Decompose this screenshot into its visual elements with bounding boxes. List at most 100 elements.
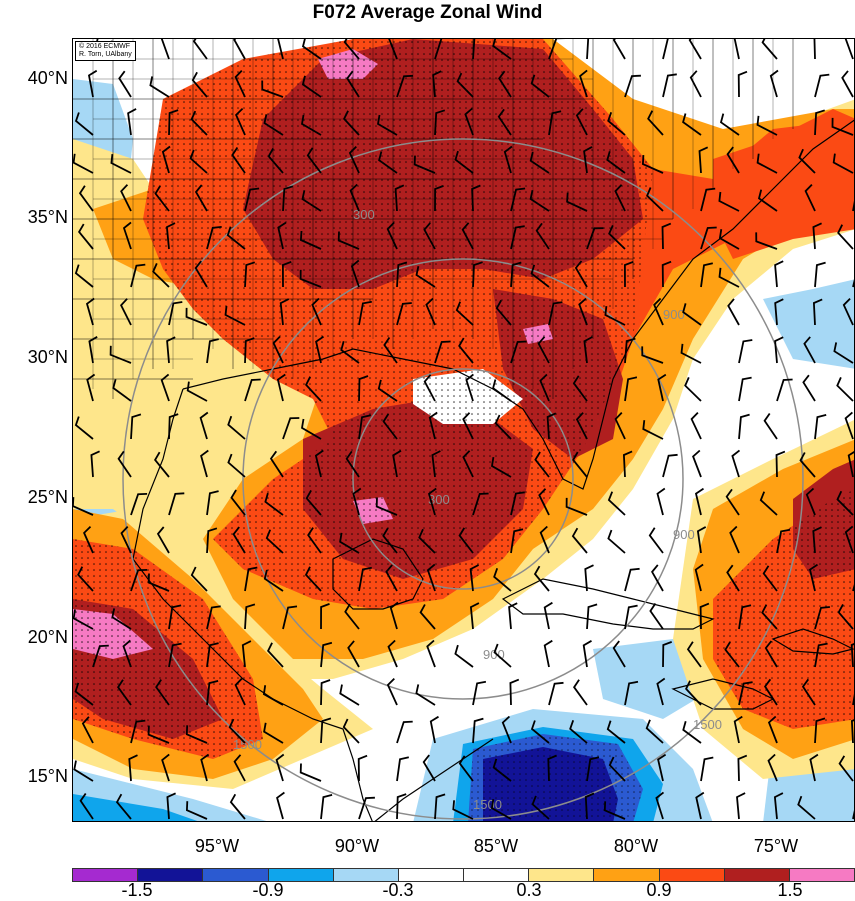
wind-barb	[586, 39, 590, 60]
wind-barb	[348, 145, 360, 174]
ring-label: 300	[353, 207, 375, 222]
wind-barb	[244, 337, 255, 364]
wind-barb	[377, 379, 398, 402]
wind-barb	[339, 684, 360, 706]
wind-barb	[340, 341, 360, 364]
wind-barb	[185, 307, 208, 326]
wind-barb	[583, 146, 593, 174]
wind-barb	[232, 526, 246, 554]
wind-barb	[574, 260, 588, 288]
wind-barb	[586, 756, 600, 782]
wind-barb	[73, 609, 94, 630]
wind-barb	[389, 601, 399, 630]
wind-barb	[315, 335, 325, 364]
wind-barb	[607, 112, 626, 136]
longitude-label: 90°W	[334, 836, 380, 856]
wind-barb	[757, 189, 778, 212]
wind-barb	[434, 340, 451, 364]
wind-barb	[434, 109, 446, 136]
wind-barb	[774, 298, 784, 326]
wind-barb	[230, 489, 246, 516]
wind-barb	[432, 70, 442, 98]
wind-barb	[301, 190, 322, 212]
wind-barb	[265, 529, 284, 554]
wind-barb	[155, 679, 170, 706]
wind-barb	[79, 792, 94, 820]
wind-barb	[682, 113, 702, 136]
wind-barb	[582, 640, 592, 668]
wind-barb	[731, 449, 741, 478]
wind-barb	[160, 39, 170, 60]
wind-barb	[306, 147, 322, 174]
wind-barb	[738, 339, 753, 364]
latitude-label: 25°N	[27, 487, 68, 507]
colorbar-swatch	[529, 869, 595, 881]
wind-barb	[812, 222, 822, 250]
wind-barb	[264, 492, 284, 516]
wind-barb	[646, 187, 664, 212]
wind-barb	[156, 526, 170, 554]
wind-barb	[661, 260, 672, 288]
wind-barb	[566, 192, 588, 212]
wind-barb	[612, 640, 626, 668]
wind-barb	[262, 685, 284, 706]
wind-barb	[117, 450, 132, 478]
wind-barb	[383, 337, 398, 364]
wind-barb	[572, 451, 588, 478]
wind-barb	[583, 336, 593, 364]
wind-barb	[686, 641, 702, 668]
wind-barb	[662, 453, 678, 478]
wind-barb	[501, 715, 512, 744]
wind-barb	[492, 39, 512, 60]
wind-barb	[396, 756, 409, 782]
wind-barb	[345, 450, 360, 478]
wind-barb	[769, 69, 779, 98]
wind-barb	[423, 222, 436, 250]
ring-label: 900	[483, 647, 505, 662]
wind-barb	[844, 411, 854, 440]
wind-barb	[662, 39, 669, 60]
wind-barb	[161, 753, 170, 782]
wind-barb	[190, 566, 208, 592]
wind-barb	[425, 297, 436, 326]
wind-barb	[282, 417, 300, 440]
wind-barb	[641, 155, 664, 174]
wind-barb	[386, 221, 398, 250]
wind-barb	[493, 568, 512, 592]
wind-barb	[263, 114, 284, 136]
wind-barb	[120, 184, 132, 212]
wind-barb	[694, 487, 704, 516]
wind-barb	[269, 450, 284, 478]
wind-barb	[491, 456, 512, 478]
map-canvas: 300 300 900 900 900 1500 1500 1500	[73, 39, 854, 821]
longitude-label: 95°W	[194, 836, 240, 856]
colorbar-swatch	[724, 869, 790, 881]
wind-barb	[804, 183, 816, 212]
wind-barb	[261, 80, 284, 98]
wind-barb	[147, 725, 170, 744]
wind-barb	[168, 301, 183, 326]
wind-barb	[275, 753, 285, 782]
wind-barb	[608, 756, 626, 782]
wind-barb	[805, 487, 816, 516]
colorbar-swatch	[138, 869, 204, 881]
wind-barb	[606, 150, 626, 174]
wind-barb	[352, 487, 362, 516]
wind-barb	[547, 754, 557, 782]
wind-barb	[118, 70, 132, 98]
wind-barb	[74, 682, 94, 706]
wind-barb	[320, 641, 333, 668]
wind-barb	[624, 376, 638, 402]
wind-barb	[320, 717, 332, 744]
wind-barb	[812, 526, 822, 554]
wind-barb	[458, 755, 474, 782]
wind-barb	[206, 605, 221, 630]
wind-barb	[579, 69, 588, 98]
wind-barb	[358, 414, 371, 440]
wind-barb	[165, 222, 176, 250]
wind-barb	[493, 643, 512, 668]
wind-barb	[495, 299, 512, 326]
colorbar-tick-label: 0.3	[516, 880, 542, 900]
wind-barb	[471, 184, 481, 212]
credit-box: © 2016 ECMWF R. Torn, UAlbany	[75, 41, 136, 61]
